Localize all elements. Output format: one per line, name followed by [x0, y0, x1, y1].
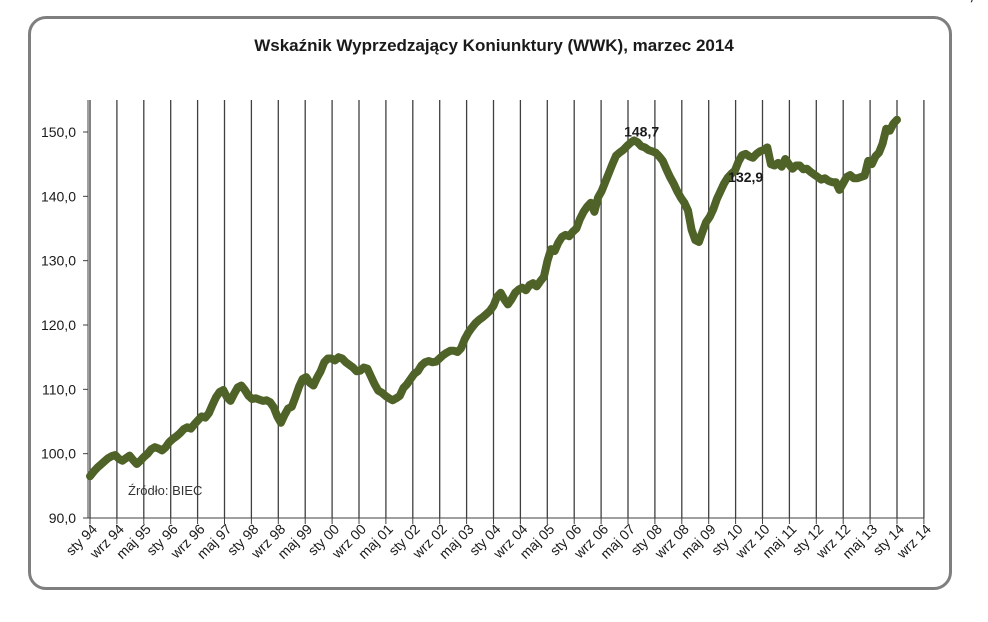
data-label: 132,9 — [728, 169, 763, 185]
source-note: Źródło: BIEC — [128, 483, 202, 498]
data-label: 148,7 — [624, 124, 659, 140]
data-label: 151,9 — [946, 0, 981, 3]
y-tick-label: 110,0 — [42, 381, 76, 397]
y-tick-label: 100,0 — [41, 446, 76, 462]
series-line-wwk — [86, 115, 901, 481]
y-tick-label: 150,0 — [41, 124, 76, 140]
y-tick-label: 140,0 — [41, 188, 76, 204]
y-tick-label: 90,0 — [49, 510, 76, 526]
y-tick-label: 130,0 — [41, 253, 76, 269]
y-tick-label: 120,0 — [41, 317, 76, 333]
chart-frame — [28, 16, 952, 590]
chart-title: Wskaźnik Wyprzedzający Koniunktury (WWK)… — [254, 36, 734, 55]
